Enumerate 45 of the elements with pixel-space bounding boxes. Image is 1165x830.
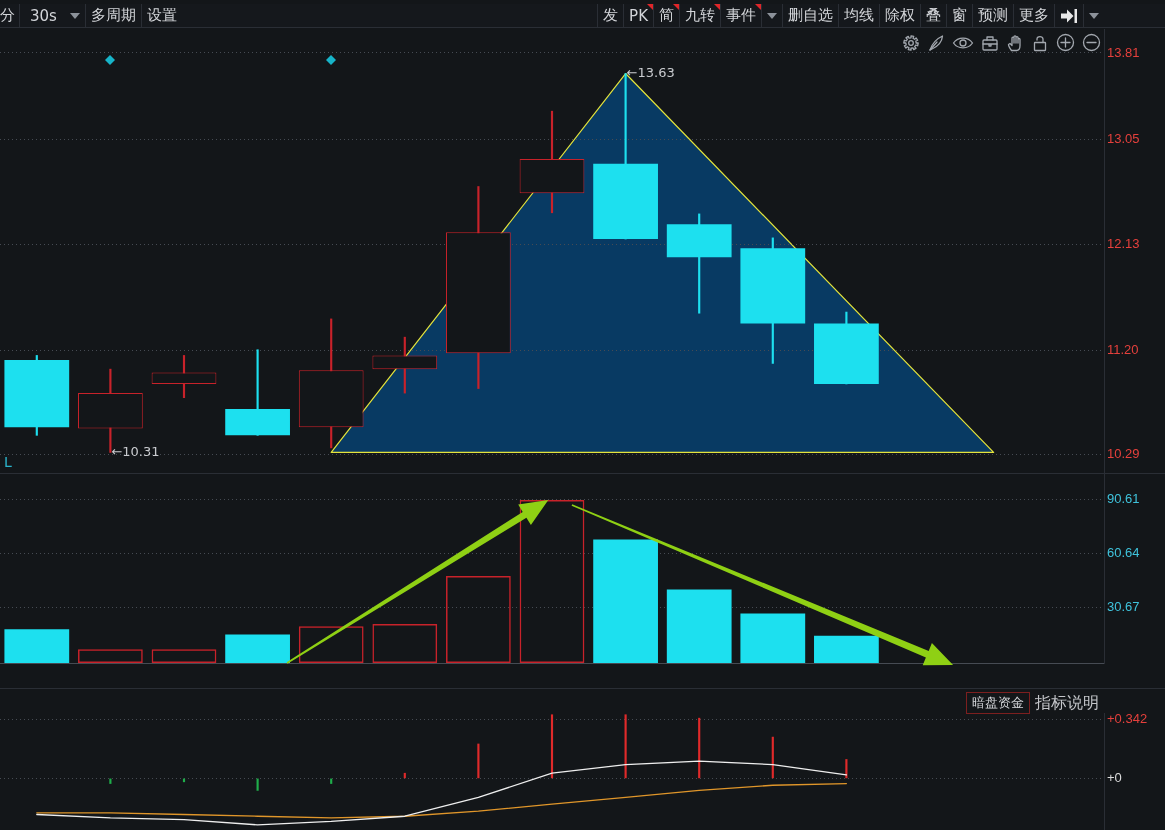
- text: 均线: [844, 6, 874, 25]
- annotation: L: [4, 454, 12, 470]
- text: 30s: [30, 6, 57, 25]
- y-tick-label: +0: [1107, 769, 1122, 785]
- text: 除权: [885, 6, 915, 25]
- text: 简: [659, 6, 674, 25]
- bar: [740, 613, 806, 663]
- bar: [698, 717, 701, 779]
- bar: [403, 772, 406, 779]
- bar: [624, 714, 627, 779]
- bar: [593, 539, 658, 663]
- text: PK: [629, 6, 648, 25]
- text: 多周期: [91, 6, 136, 25]
- y-tick-label: 13.05: [1107, 131, 1140, 147]
- bar: [109, 778, 112, 784]
- y-tick-label: 12.13: [1107, 236, 1140, 252]
- y-tick-label: 90.61: [1107, 491, 1140, 507]
- text: 事件: [726, 6, 756, 25]
- text: 叠: [926, 6, 941, 25]
- y-tick-label: 30.67: [1107, 599, 1140, 615]
- y-tick-label: +0.342: [1107, 711, 1148, 727]
- y-tick-label: 10.29: [1107, 446, 1140, 462]
- bar: [477, 743, 480, 779]
- text: 设置: [147, 6, 177, 25]
- bar: [330, 778, 333, 784]
- text: 删自选: [788, 6, 833, 25]
- bar: [550, 714, 554, 779]
- text: 窗: [952, 6, 967, 25]
- bar: [256, 778, 259, 791]
- text: 预测: [978, 6, 1008, 25]
- text: 更多: [1019, 6, 1049, 25]
- y-tick-label: 60.64: [1107, 545, 1140, 561]
- text: 暗盘资金: [966, 692, 1030, 714]
- annotation: ←10.31: [111, 443, 160, 459]
- text: 指标说明: [1035, 693, 1099, 713]
- bar: [4, 629, 70, 663]
- y-tick-label: 11.20: [1107, 342, 1139, 358]
- text: 九转: [685, 6, 715, 25]
- text: 分: [0, 6, 15, 25]
- annotation: ←13.63: [626, 64, 675, 80]
- text: 发: [603, 6, 619, 25]
- bar: [814, 635, 879, 663]
- bar: [666, 589, 732, 663]
- y-tick-label: 13.81: [1107, 44, 1140, 60]
- bar: [225, 634, 290, 663]
